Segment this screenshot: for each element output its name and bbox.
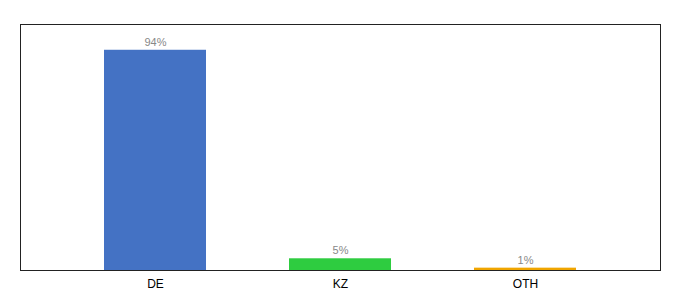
svg-text:KZ: KZ (333, 277, 348, 291)
svg-text:94%: 94% (144, 36, 166, 48)
svg-text:5%: 5% (333, 244, 349, 256)
svg-text:1%: 1% (518, 254, 534, 266)
svg-text:DE: DE (147, 277, 164, 291)
svg-text:OTH: OTH (513, 277, 538, 291)
